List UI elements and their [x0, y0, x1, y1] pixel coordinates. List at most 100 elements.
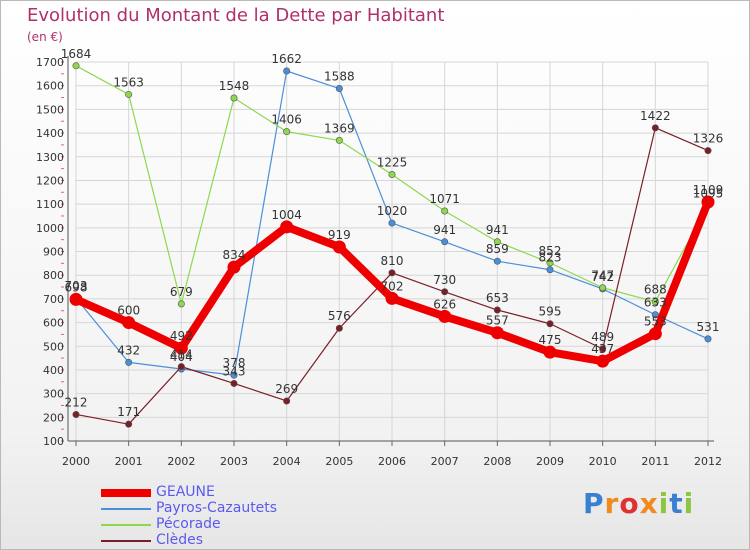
y-tick-label: 1200	[36, 174, 64, 187]
data-point	[546, 259, 554, 267]
data-label: 810	[381, 254, 404, 268]
data-point	[230, 379, 238, 387]
data-point	[701, 195, 715, 209]
data-label: 404	[170, 350, 193, 364]
data-point	[704, 147, 712, 155]
data-label: 1563	[113, 75, 144, 89]
data-label: 1662	[271, 52, 302, 66]
data-label: 1422	[640, 109, 671, 123]
data-label: 1004	[271, 208, 302, 222]
y-tick-label: 1000	[36, 222, 64, 235]
data-point	[72, 62, 80, 70]
data-point	[72, 410, 80, 418]
data-point	[122, 316, 136, 330]
y-tick-label: 1100	[36, 198, 64, 211]
logo-letter: t	[669, 487, 684, 520]
legend-item: Payros-Cazautets	[101, 500, 401, 517]
data-label: 941	[433, 223, 456, 237]
data-point	[125, 358, 133, 366]
data-label: 557	[486, 314, 509, 328]
data-point	[441, 238, 449, 246]
data-point	[69, 292, 83, 306]
data-point	[438, 309, 452, 323]
y-tick-label: 1500	[36, 103, 64, 116]
data-point	[335, 85, 343, 93]
data-point	[651, 311, 659, 319]
logo-letter: P	[583, 487, 605, 520]
data-label: 859	[486, 242, 509, 256]
data-point	[441, 288, 449, 296]
data-point	[704, 335, 712, 343]
x-tick-label: 2000	[62, 455, 90, 468]
data-label: 852	[539, 244, 562, 258]
data-label: 1369	[324, 121, 355, 135]
data-point	[283, 128, 291, 136]
legend-swatch	[101, 524, 151, 526]
y-tick-label: 600	[43, 317, 64, 330]
data-label: 414	[170, 348, 193, 362]
data-point	[648, 327, 662, 341]
data-point	[230, 371, 238, 379]
data-label: 595	[539, 305, 562, 319]
x-tick-label: 2005	[325, 455, 353, 468]
data-label: 553	[644, 315, 667, 329]
data-label: 703	[65, 279, 88, 293]
data-label: 1326	[693, 132, 724, 146]
data-label: 747	[591, 269, 614, 283]
legend-swatch	[101, 508, 151, 510]
data-label: 1684	[61, 47, 92, 61]
data-label: 941	[486, 223, 509, 237]
series-lines	[69, 62, 715, 428]
chart-title: Evolution du Montant de la Dette par Hab…	[27, 5, 445, 26]
x-tick-label: 2008	[483, 455, 511, 468]
data-label: 171	[117, 405, 140, 419]
data-label: 531	[697, 320, 720, 334]
y-tick-label: 400	[43, 364, 64, 377]
x-tick-label: 2002	[167, 455, 195, 468]
data-point	[227, 260, 241, 274]
data-label: 653	[486, 291, 509, 305]
y-tick-label: 1600	[36, 80, 64, 93]
y-tick-label: 800	[43, 269, 64, 282]
x-tick-label: 2012	[694, 455, 722, 468]
data-point	[546, 320, 554, 328]
x-tick-label: 2010	[589, 455, 617, 468]
y-tick-label: 1400	[36, 127, 64, 140]
y-tick-label: 200	[43, 411, 64, 424]
data-label: 626	[433, 297, 456, 311]
data-point	[441, 207, 449, 215]
data-label: 688	[644, 283, 667, 297]
logo-letter: o	[619, 487, 640, 520]
data-label: 1588	[324, 70, 355, 84]
data-point	[388, 219, 396, 227]
data-point	[230, 94, 238, 102]
proxiti-logo: Proxiti	[583, 487, 694, 520]
legend-item: Clèdes	[101, 532, 401, 549]
data-point	[388, 269, 396, 277]
x-tick-label: 2006	[378, 455, 406, 468]
data-label: 1406	[271, 113, 302, 127]
x-tick-label: 2009	[536, 455, 564, 468]
x-tick-label: 2007	[431, 455, 459, 468]
tick-labels: 100 200 300 400 500 600 700 800 900 1000 1100 1200 1…	[36, 56, 722, 468]
legend-item: GEAUNE	[101, 484, 401, 501]
data-label: 475	[539, 333, 562, 347]
data-point	[599, 284, 607, 292]
data-point	[283, 67, 291, 75]
logo-letter: r	[604, 487, 620, 520]
data-point	[599, 345, 607, 353]
data-label: 1095	[693, 186, 724, 200]
data-labels: 703 432 404 378 1662 1588 1020 941 859 823 742 633 5…	[61, 47, 724, 419]
data-label: 269	[275, 382, 298, 396]
data-point	[596, 354, 610, 368]
data-point	[174, 341, 188, 355]
data-label: 576	[328, 309, 351, 323]
data-label: 343	[223, 364, 246, 378]
data-point	[493, 257, 501, 265]
data-label: 1548	[219, 79, 250, 93]
data-label: 698	[65, 280, 88, 294]
data-label: 437	[591, 342, 614, 356]
data-label: 823	[539, 251, 562, 265]
y-axis-unit-label: (en €)	[27, 30, 63, 44]
y-tick-label: 500	[43, 340, 64, 353]
